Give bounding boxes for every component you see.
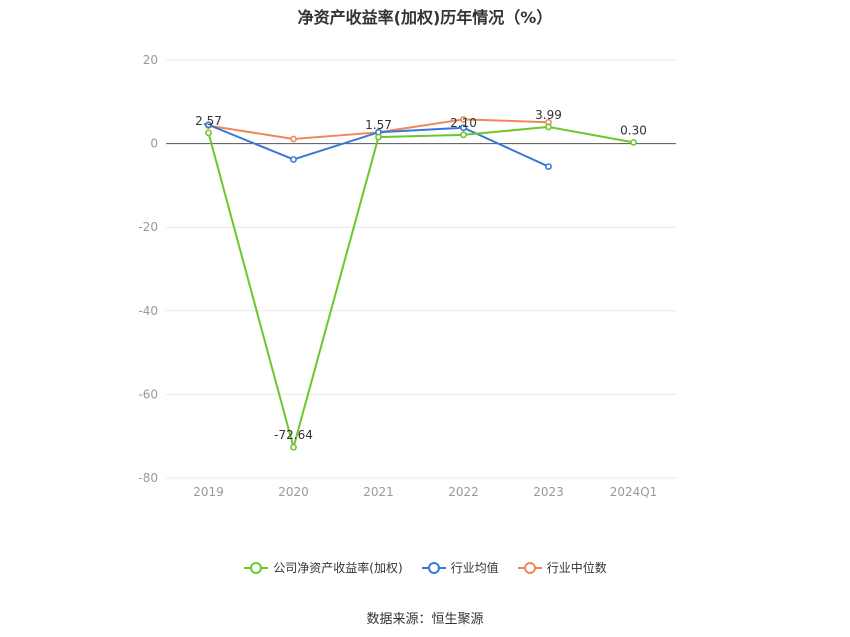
data-point [545,123,552,131]
data-point [460,131,467,139]
data-label: 3.99 [535,108,562,122]
data-label: 1.57 [365,118,392,132]
legend-marker-icon [244,561,269,574]
x-tick-label: 2023 [533,485,564,499]
chart-title: 净资产收益率(加权)历年情况（%） [297,8,553,27]
y-tick-label: 0 [150,137,158,151]
data-point [205,129,212,137]
legend: 公司净资产收益率(加权) 行业均值 行业中位数 [0,559,850,576]
data-point [290,135,297,143]
x-tick-label: 2024Q1 [610,485,658,499]
y-tick-label: 20 [143,53,158,67]
y-tick-label: -80 [138,471,158,485]
data-label: -72.64 [274,428,313,442]
data-point [460,124,467,132]
data-label: 0.30 [620,123,647,137]
legend-marker-icon [421,561,446,574]
x-tick-label: 2019 [193,485,224,499]
legend-item[interactable]: 行业中位数 [517,559,607,576]
data-point [290,443,297,451]
x-tick-label: 2021 [363,485,394,499]
data-label: 2.10 [450,116,477,130]
data-point [545,163,552,170]
legend-label: 行业中位数 [546,561,607,575]
data-point [205,121,212,129]
legend-label: 行业均值 [450,561,499,575]
y-tick-label: -20 [138,220,158,234]
data-point [460,115,467,123]
legend-item[interactable]: 行业均值 [421,559,499,576]
grid [166,59,676,479]
x-tick-label: 2020 [278,485,309,499]
series-line [207,125,634,452]
x-tick-label: 2022 [448,485,479,499]
legend-marker-icon [517,561,542,574]
axes: 20 0 -20 -40 -60 -80 2019 2020 2021 2022 2023 2024Q… [138,53,657,499]
data-point [290,156,297,163]
data-label: 2.57 [195,114,222,128]
y-tick-label: -40 [138,304,158,318]
legend-item[interactable]: 公司净资产收益率(加权) [243,559,403,576]
legend-label: 公司净资产收益率(加权) [273,561,403,575]
data-point [375,133,382,141]
data-labels: 2.57 -72.64 1.57 2.10 3.99 0.30 [195,108,647,442]
y-tick-label: -60 [138,387,158,401]
data-point [630,138,637,146]
series-layer [205,115,637,452]
source-note: 数据来源：恒生聚源 [366,612,484,627]
